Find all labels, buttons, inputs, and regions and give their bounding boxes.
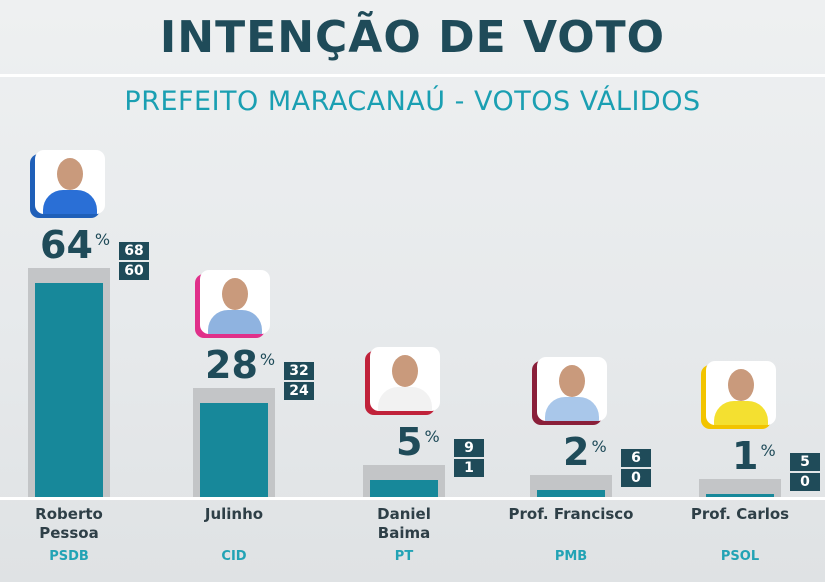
candidate-photo bbox=[200, 270, 270, 335]
percent-label: 28% bbox=[205, 346, 275, 384]
name-line: Prof. Francisco bbox=[508, 505, 634, 523]
party-label: CID bbox=[221, 549, 247, 564]
candidate-photo bbox=[35, 150, 105, 215]
percent-value: 28 bbox=[205, 343, 258, 388]
percent-value: 64 bbox=[40, 223, 93, 268]
candidate-photo bbox=[706, 360, 776, 425]
face-shape bbox=[728, 368, 754, 401]
percent-value: 2 bbox=[563, 430, 590, 475]
name-line: Pessoa bbox=[39, 524, 99, 542]
range-low: 0 bbox=[790, 472, 820, 491]
party-label: PSDB bbox=[49, 549, 89, 564]
candidate-photo bbox=[537, 357, 607, 422]
title-divider bbox=[0, 74, 825, 77]
candidate-name: Julinho bbox=[159, 505, 309, 524]
range-low: 24 bbox=[284, 382, 314, 401]
bar-1 bbox=[200, 403, 268, 497]
page-subtitle: PREFEITO MARACANAÚ - VOTOS VÁLIDOS bbox=[124, 86, 701, 117]
shirt-shape bbox=[545, 397, 599, 422]
range-low: 1 bbox=[454, 459, 484, 478]
name-line: Baima bbox=[377, 524, 431, 542]
range-high: 9 bbox=[454, 439, 484, 458]
bar-0 bbox=[35, 283, 103, 497]
party-label: PT bbox=[394, 549, 414, 564]
candidate-photo bbox=[370, 347, 440, 412]
shirt-shape bbox=[378, 387, 432, 412]
party-label: PMB bbox=[554, 549, 588, 564]
face-shape bbox=[392, 355, 418, 388]
percent-value: 5 bbox=[396, 420, 423, 465]
interval-band bbox=[699, 478, 781, 497]
chart-baseline bbox=[0, 497, 825, 500]
page-title: INTENÇÃO DE VOTO bbox=[159, 12, 666, 63]
percent-sign: % bbox=[259, 350, 276, 370]
face-shape bbox=[559, 365, 585, 398]
shirt-shape bbox=[714, 400, 768, 425]
percent-sign: % bbox=[591, 437, 607, 457]
name-line: Julinho bbox=[204, 505, 264, 523]
candidate-name: Prof. Carlos bbox=[665, 505, 815, 524]
percent-label: 64% bbox=[40, 226, 110, 264]
candidate-name: Roberto Pessoa bbox=[0, 505, 144, 543]
range-high: 5 bbox=[790, 452, 820, 471]
range-high: 6 bbox=[621, 449, 651, 468]
name-line: Prof. Carlos bbox=[690, 505, 790, 523]
range-high: 68 bbox=[119, 242, 149, 261]
percent-sign: % bbox=[94, 230, 111, 250]
shirt-shape bbox=[43, 190, 97, 215]
percent-sign: % bbox=[424, 427, 440, 447]
shirt-shape bbox=[208, 310, 262, 335]
percent-label: 5% bbox=[396, 423, 440, 461]
bar-4 bbox=[706, 493, 774, 497]
range-high: 32 bbox=[284, 362, 314, 381]
face-shape bbox=[57, 158, 83, 191]
name-line: Roberto bbox=[35, 505, 103, 523]
face-shape bbox=[222, 278, 248, 311]
range-low: 60 bbox=[119, 262, 149, 281]
percent-label: 2% bbox=[563, 433, 607, 471]
party-label: PSOL bbox=[720, 549, 760, 564]
percent-value: 1 bbox=[732, 433, 759, 478]
percent-label: 1% bbox=[732, 437, 776, 475]
candidate-name: Daniel Baima bbox=[329, 505, 479, 543]
candidate-name: Prof. Francisco bbox=[496, 505, 646, 524]
name-line: Daniel bbox=[377, 505, 431, 523]
percent-sign: % bbox=[760, 440, 776, 460]
bar-2 bbox=[370, 480, 438, 497]
range-low: 0 bbox=[621, 469, 651, 488]
bar-3 bbox=[537, 490, 605, 497]
